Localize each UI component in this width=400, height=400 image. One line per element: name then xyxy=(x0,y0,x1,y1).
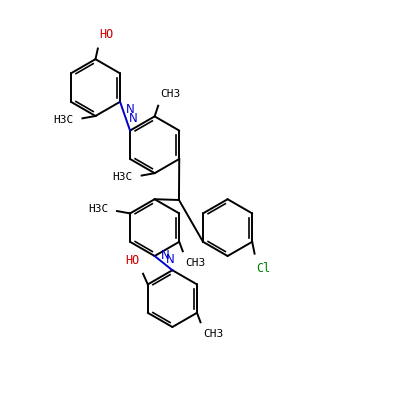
Text: CH3: CH3 xyxy=(203,328,223,338)
Text: CH3: CH3 xyxy=(160,89,181,99)
Text: HO: HO xyxy=(100,28,114,42)
Text: N: N xyxy=(166,253,175,266)
Text: N: N xyxy=(161,249,170,262)
Text: N: N xyxy=(126,103,135,116)
Text: HO: HO xyxy=(126,254,140,267)
Text: H3C: H3C xyxy=(88,204,108,214)
Text: N: N xyxy=(129,112,138,125)
Text: CH3: CH3 xyxy=(185,258,206,268)
Text: H3C: H3C xyxy=(54,115,74,125)
Text: H3C: H3C xyxy=(113,172,133,182)
Text: Cl: Cl xyxy=(256,262,270,274)
